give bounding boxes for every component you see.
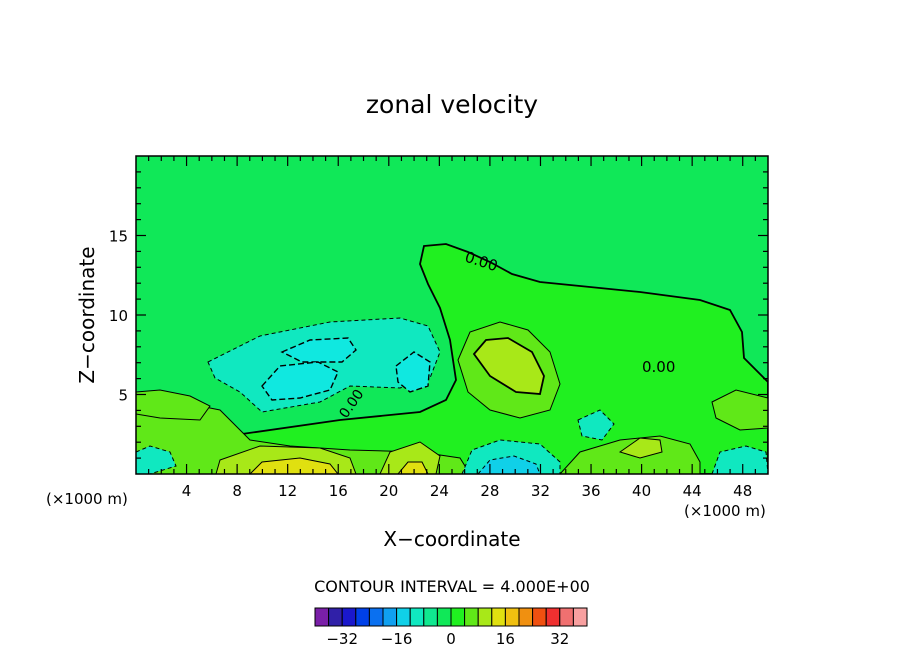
colorbar-swatch [341, 607, 357, 627]
colorbar-swatch [423, 607, 438, 627]
colorbar-label: 16 [496, 630, 515, 648]
x-tick-label: 16 [329, 482, 348, 500]
x-tick-label: 32 [531, 482, 550, 500]
chart-title: zonal velocity [366, 90, 538, 119]
x-tick-label: 48 [733, 482, 752, 500]
x-tick-label: 20 [379, 482, 398, 500]
contour-region-positive [136, 243, 768, 474]
colorbar-swatch [328, 607, 343, 627]
colorbar-swatch [382, 607, 398, 627]
colorbar [314, 607, 588, 627]
contour-region-negative [261, 361, 339, 401]
colorbar-swatch [450, 607, 466, 627]
x-tick-label: 36 [581, 482, 600, 500]
plot-area [136, 156, 768, 474]
colorbar-swatch [559, 607, 574, 627]
y-tick-label: 10 [109, 307, 128, 325]
colorbar-label: 0 [446, 630, 456, 648]
x-tick-label: 12 [278, 482, 297, 500]
x-tick-label: 28 [480, 482, 499, 500]
y-axis-label: Z−coordinate [75, 246, 99, 383]
colorbar-swatch [409, 607, 425, 627]
contour-region-positive [618, 437, 663, 459]
x-axis: 4 8 12 16 20 24 28 32 36 40 44 48 [148, 156, 756, 500]
contour-label-zero: 0.00 [642, 358, 675, 376]
colorbar-label: 32 [550, 630, 569, 648]
contour-region-positive [472, 337, 545, 395]
colorbar-swatch [396, 607, 411, 627]
colorbar-swatch [545, 607, 561, 627]
contour-region-positive [397, 461, 429, 474]
contour-region-negative [280, 337, 357, 363]
colorbar-swatch [464, 607, 479, 627]
colorbar-swatch [314, 607, 330, 627]
x-tick-label: 44 [683, 482, 702, 500]
contour-region-positive [249, 457, 339, 474]
colorbar-swatch [477, 607, 493, 627]
y-tick-label: 5 [118, 387, 128, 405]
colorbar-swatch [355, 607, 370, 627]
contour-region-negative [477, 455, 541, 474]
colorbar-swatch [518, 607, 534, 627]
colorbar-swatch [491, 607, 506, 627]
colorbar-label: −32 [326, 630, 358, 648]
contour-region-negative [577, 409, 615, 441]
contour-region-negative [711, 445, 768, 474]
colorbar-swatch [504, 607, 520, 627]
contour-region-positive [711, 389, 768, 431]
x-tick-label: 24 [430, 482, 449, 500]
colorbar-label: −16 [381, 630, 413, 648]
colorbar-swatch [368, 607, 384, 627]
colorbar-labels: −32 −16 0 16 32 [326, 630, 569, 648]
x-tick-label: 40 [632, 482, 651, 500]
contour-region-negative [136, 445, 177, 474]
contour-region-positive [379, 441, 441, 474]
contour-region-negative [395, 351, 431, 393]
y-axis: 5 10 15 [109, 171, 768, 459]
y-tick-label: 15 [109, 228, 128, 246]
contour-region-positive [136, 389, 211, 421]
x-tick-label: 4 [182, 482, 192, 500]
contour-interval-text: CONTOUR INTERVAL = 4.000E+00 [314, 577, 590, 596]
x-tick-label: 8 [232, 482, 242, 500]
x-unit-left: (×1000 m) [46, 490, 128, 508]
colorbar-swatch [532, 607, 547, 627]
x-axis-label: X−coordinate [383, 527, 520, 551]
x-unit-right: (×1000 m) [684, 502, 766, 520]
colorbar-swatch [436, 607, 452, 627]
colorbar-swatch [572, 607, 588, 627]
